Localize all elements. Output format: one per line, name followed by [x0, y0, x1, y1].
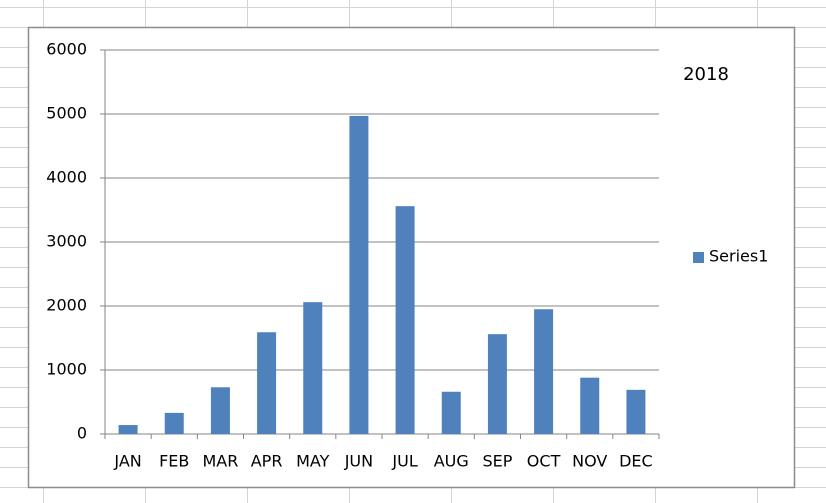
- x-tick-label: APR: [251, 452, 283, 471]
- y-tick-label: 3000: [46, 232, 87, 251]
- y-tick-label: 6000: [46, 40, 87, 59]
- x-tick-label: JAN: [113, 452, 141, 471]
- x-tick-label: SEP: [482, 452, 512, 471]
- bar: [395, 206, 415, 434]
- x-tick-label: JUL: [391, 452, 417, 471]
- x-tick-label: FEB: [159, 452, 189, 471]
- bar: [580, 377, 600, 434]
- x-tick-label: NOV: [572, 452, 607, 471]
- chart-title: 2018: [683, 64, 729, 85]
- y-tick-label: 2000: [46, 296, 87, 315]
- y-tick-label: 4000: [46, 168, 87, 187]
- bar: [487, 334, 507, 434]
- y-tick-label: 1000: [46, 360, 87, 379]
- legend-label: Series1: [709, 247, 768, 266]
- x-tick-label: OCT: [527, 452, 561, 471]
- bar: [164, 412, 184, 434]
- x-tick-label: AUG: [434, 452, 469, 471]
- bar: [534, 309, 554, 434]
- x-tick-label: DEC: [619, 452, 653, 471]
- bar: [626, 389, 646, 434]
- x-tick-label: JUN: [344, 452, 373, 471]
- bar: [303, 302, 323, 434]
- legend-swatch: [693, 252, 704, 263]
- y-tick-label: 5000: [46, 104, 87, 123]
- x-tick-label: MAR: [202, 452, 238, 471]
- bar: [257, 332, 277, 434]
- bar: [349, 115, 369, 435]
- x-tick-label: MAY: [296, 452, 330, 471]
- y-tick-label: 0: [77, 424, 87, 443]
- bar: [441, 391, 461, 434]
- bar: [210, 387, 230, 434]
- bar: [118, 425, 138, 434]
